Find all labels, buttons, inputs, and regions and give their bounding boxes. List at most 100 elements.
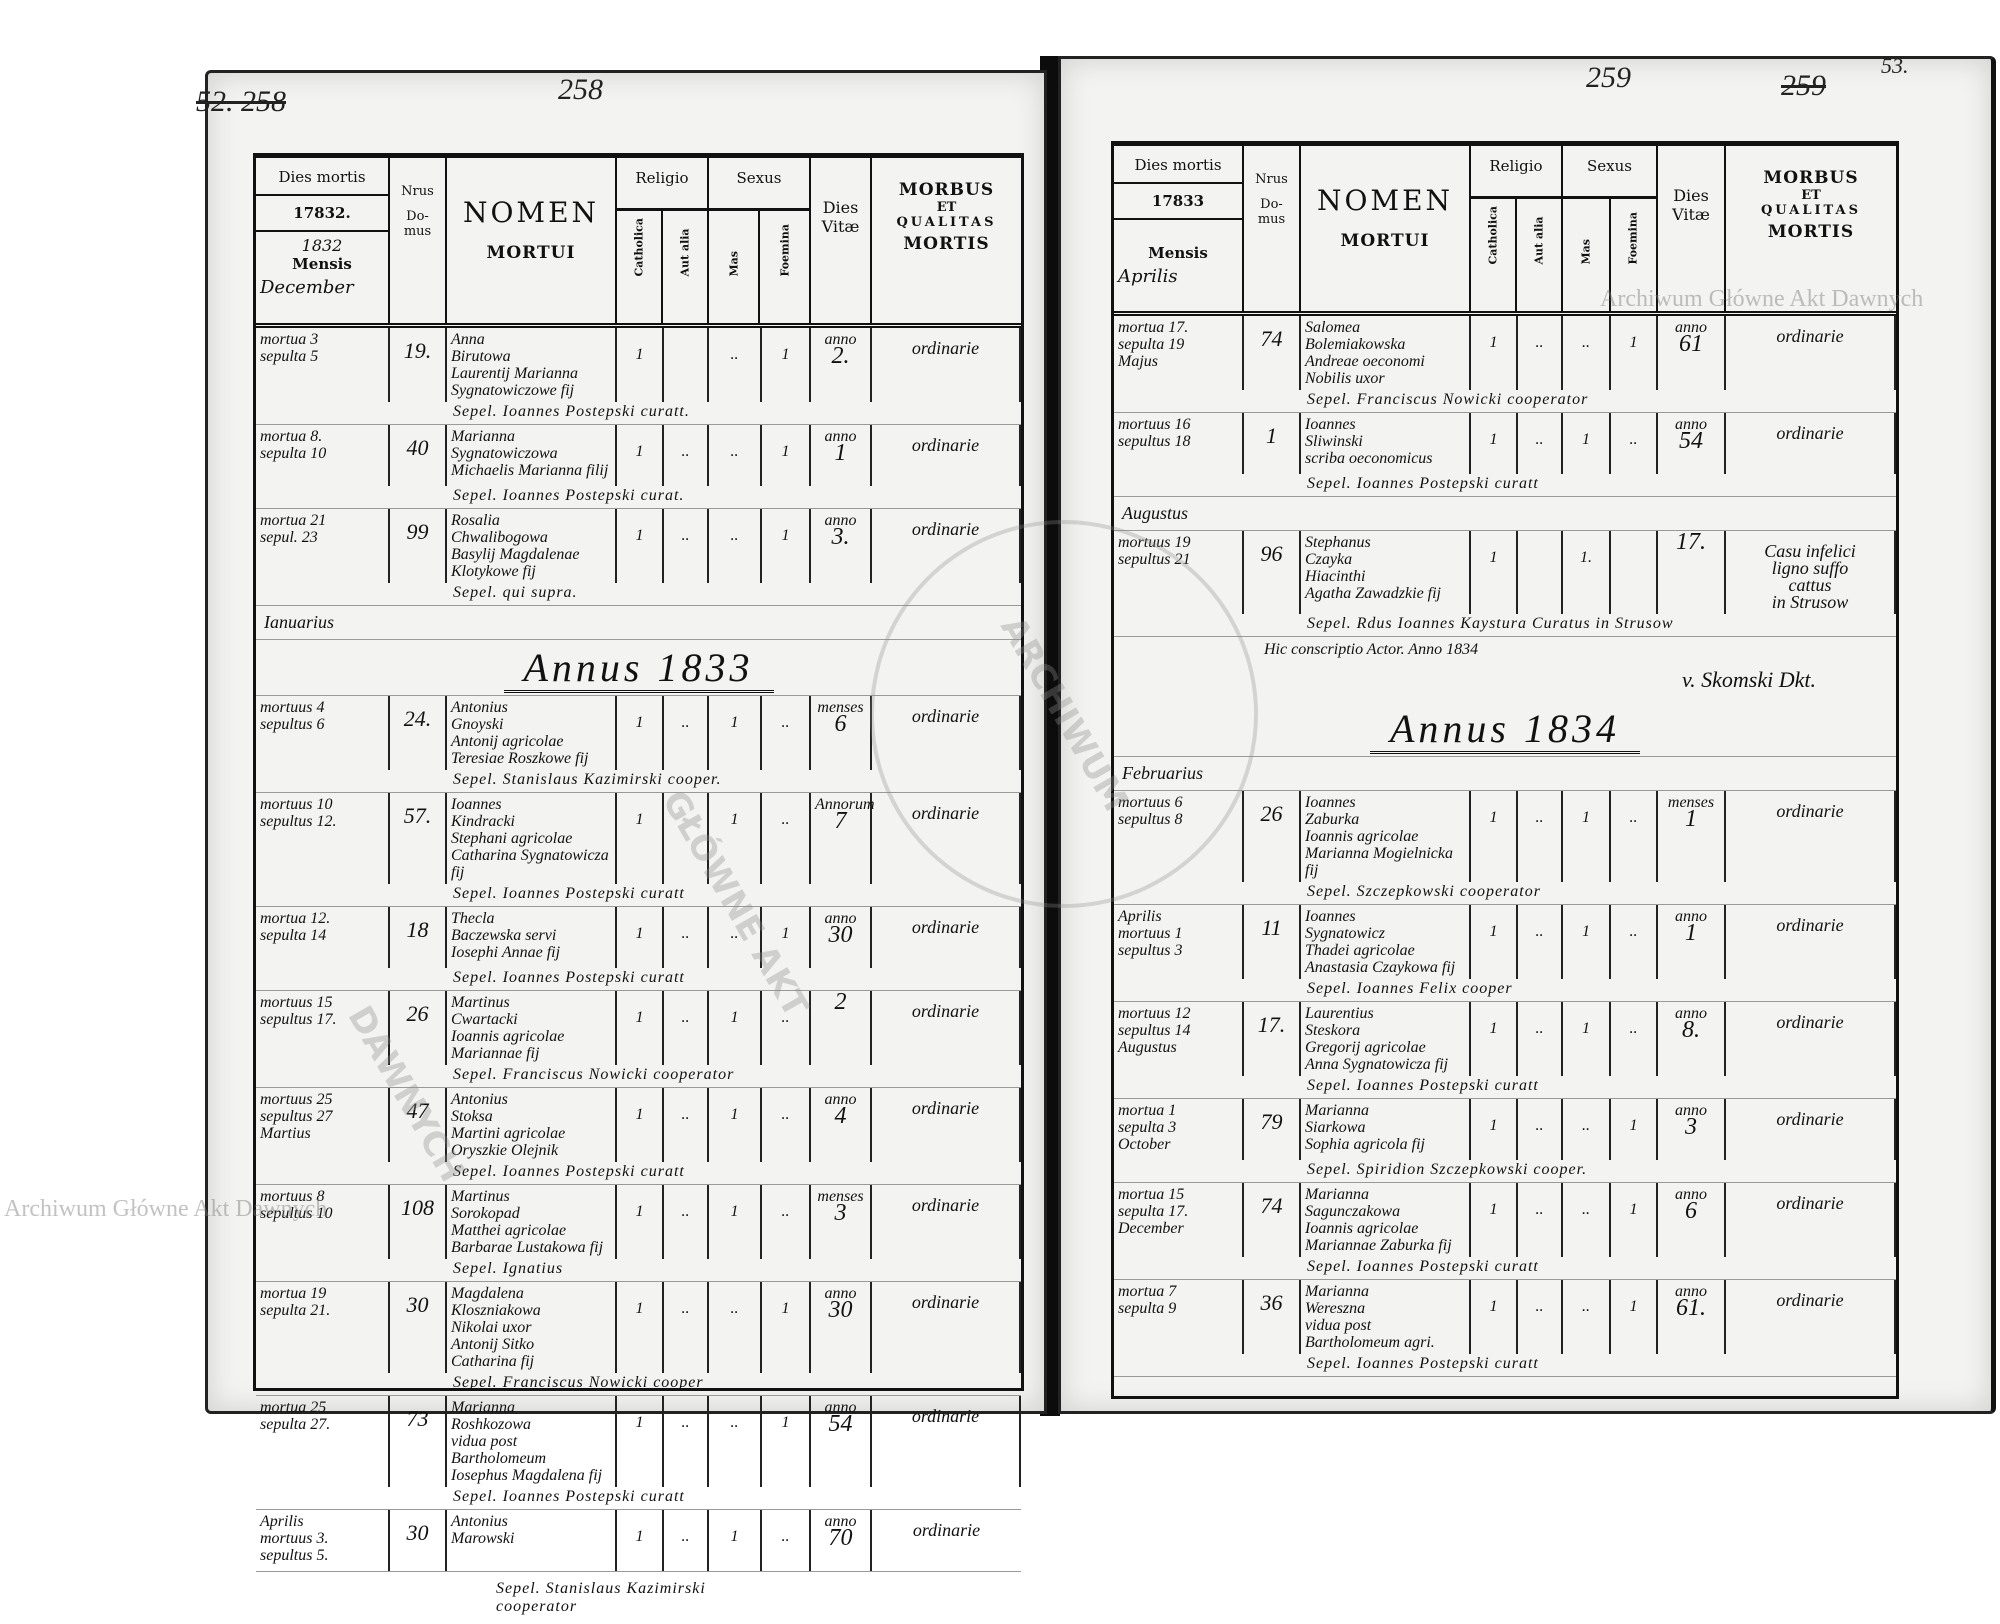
burial-note: Sepel. Ioannes Postepski curatt (1307, 1258, 1539, 1275)
alia-cell: .. (1518, 791, 1563, 882)
morbus-cell-line: ordinarie (911, 519, 980, 539)
mas-cell: 1 (1563, 1002, 1611, 1076)
cath-cell: 1 (617, 793, 664, 884)
table-row: Aprilis mortuus 3. sepultus 5. 30 Antonius Ma… (256, 1510, 1021, 1572)
dies-vitae-cell-line: 61 (1679, 331, 1703, 357)
table-row: mortua 8. sepulta 10 40 Marianna Sygnatowicz… (256, 425, 1021, 509)
fem-cell: 1 (762, 907, 811, 968)
burial-note: Sepel. Ioannes Postepski curatt. (453, 403, 690, 420)
name-cell-line: Sliwinski (1305, 433, 1363, 450)
month-heading: Augustus (1114, 497, 1896, 531)
domus-cell: 30 (390, 1282, 447, 1373)
fem-cell: .. (1611, 1002, 1658, 1076)
domus-cell: 19. (390, 328, 447, 402)
name-cell-line: Sygnatowiczowa (451, 445, 558, 462)
name-cell-line: vidua post (1305, 1317, 1372, 1334)
domus-cell: 30 (390, 1510, 447, 1571)
name-cell-line: Basylij Magdalenae (451, 546, 580, 563)
name-cell-line: Nobilis uxor (1305, 370, 1385, 387)
domus-cell: 1 (1244, 413, 1301, 474)
date-cell-line: sepultus 3 (1118, 942, 1183, 959)
date-cell: mortuus 16 sepultus 18 (1114, 413, 1244, 474)
dies-mortis-label: Dies mortis (256, 158, 388, 196)
year-printed: 17833 (1114, 184, 1242, 220)
burial-note: Sepel. Ioannes Postepski curatt (453, 1488, 685, 1505)
fem-cell: .. (1611, 791, 1658, 882)
mas-cell: .. (1563, 1280, 1611, 1354)
date-cell-line: mortua 8. (260, 428, 323, 445)
sexus-label: Sexus (709, 158, 809, 211)
burial-note: Sepel. Stanislaus Kazimirski cooper. (453, 771, 722, 788)
morbus-cell-line: ordinarie (911, 1098, 980, 1118)
table-row: mortuus 10 sepultus 12. 57. Ioannes Kindrack… (256, 793, 1021, 907)
alia-cell: .. (1518, 1183, 1563, 1257)
name-cell: Ioannes Sygnatowicz Thadei agricolae Anasta… (1301, 905, 1471, 979)
religio-label: Religio (617, 158, 707, 211)
name-cell-line: Sygnatowicz (1305, 925, 1385, 942)
name-cell: Stephanus Czayka Hiacinthi Agatha Zawadzkie… (1301, 531, 1471, 614)
name-cell-line: Stoksa (451, 1108, 493, 1125)
date-cell: mortua 8. sepulta 10 (256, 425, 390, 486)
dies-vitae-cell-line: 6 (834, 711, 847, 737)
left-page: 52. 258 258 Dies mortis 17832. 1832 Mensis D… (196, 70, 1047, 1615)
name-cell: Marianna Sagunczakowa Ioannis agricolae Mar… (1301, 1183, 1471, 1257)
name-cell-line: Marianna (451, 1399, 515, 1416)
name-cell-line: Siarkowa (1305, 1119, 1366, 1136)
name-cell-line: Zaburka (1305, 811, 1360, 828)
dies-vitae-cell-line: anno (1675, 416, 1707, 433)
date-cell: mortuus 25 sepultus 27 Martius (256, 1088, 390, 1162)
date-cell-line: mortuus 4 (260, 699, 325, 716)
name-cell-line: Marianna (1305, 1186, 1369, 1203)
name-cell-line: Anna Sygnatowicza fij (1305, 1056, 1449, 1073)
date-cell: mortua 1 sepulta 3 October (1114, 1099, 1244, 1160)
name-cell: Marianna Sygnatowiczowa Michaelis Marianna… (447, 425, 617, 486)
name-cell-line: Michaelis Marianna filij (451, 462, 609, 479)
dies-vitae-cell-line: 4 (834, 1103, 847, 1129)
domus-cell: 24. (390, 696, 447, 770)
date-cell-line: sepulta 19 (1118, 336, 1185, 353)
dies-vitae-cell-line: 70 (828, 1525, 853, 1551)
name-cell-line: Wereszna (1305, 1300, 1366, 1317)
date-cell-line: mortua 17. (1118, 319, 1189, 336)
domus-cell: 36 (1244, 1280, 1301, 1354)
dies-vitae-cell-line: 61. (1676, 1295, 1706, 1321)
date-cell: mortuus 10 sepultus 12. (256, 793, 390, 884)
mas-cell: 1 (709, 991, 762, 1065)
dies-vitae-cell-line: 30 (828, 1297, 853, 1323)
name-cell: Marianna Siarkowa Sophia agricola fij (1301, 1099, 1471, 1160)
date-cell-line: Martius (260, 1125, 311, 1142)
aut_alia-column: Aut alia (678, 228, 692, 277)
mortis-label: MORTIS (1767, 222, 1855, 242)
name-cell: Antonius Marowski (447, 1510, 617, 1571)
dies-vitae-cell-line: anno (824, 1285, 857, 1302)
death-register-table: Dies mortis 17833 Mensis Aprilis Nrus Do- mus… (1111, 141, 1899, 1399)
mas-cell: 1 (709, 1185, 762, 1259)
mas-cell: .. (709, 509, 762, 583)
date-cell-line: sepultus 27 (260, 1108, 333, 1125)
mas-cell: 1 (709, 1088, 762, 1162)
dies-vitae-cell-line: 1 (1685, 806, 1697, 832)
dies-vitae-cell-line: 3 (834, 1200, 847, 1226)
dies-vitae-cell: anno 4 (811, 1088, 872, 1162)
mas-cell: 1 (1563, 413, 1611, 474)
burial-note: Sepel. Ioannes Postepski curatt (1307, 1355, 1539, 1372)
dies-vitae-cell-line: 6 (1685, 1198, 1697, 1224)
alia-cell: .. (664, 696, 709, 770)
morbus-cell-line: ordinarie (911, 1001, 980, 1021)
name-cell-line: Marianna (1305, 1102, 1369, 1119)
catholica-column: Catholica (617, 211, 663, 323)
morbus-cell: ordinarie (872, 425, 1021, 486)
date-cell-line: sepultus 21 (1118, 551, 1191, 568)
date-cell: mortua 25 sepulta 27. (256, 1396, 390, 1487)
name-cell: Ioannes Kindracki Stephani agricolae Cathar… (447, 793, 617, 884)
alia-cell: .. (664, 1396, 709, 1487)
name-cell-line: Sygnatowiczowe fij (451, 382, 575, 399)
alia-cell: .. (664, 991, 709, 1065)
date-cell-line: mortua 3 (260, 331, 319, 348)
morbus-cell-line: ordinarie (912, 1520, 981, 1540)
watermark: Archiwum Główne Akt Dawnych (1600, 286, 1924, 312)
dies-vitae-cell-line: anno (1675, 319, 1707, 336)
fem-cell: 1 (762, 1396, 811, 1487)
date-cell-line: mortuus 19 (1118, 534, 1191, 551)
date-cell: mortua 7 sepulta 9 (1114, 1280, 1244, 1354)
